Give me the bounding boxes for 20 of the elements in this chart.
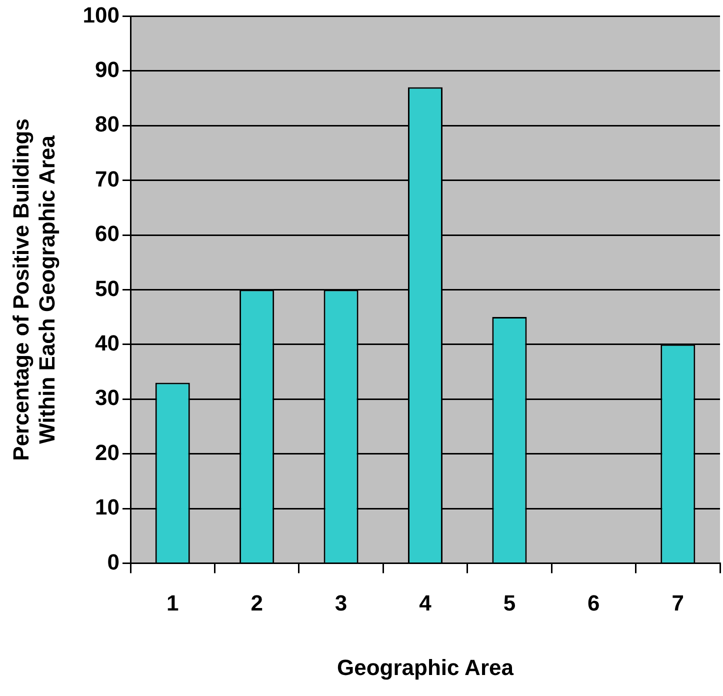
- y-tick-label: 0: [107, 549, 120, 574]
- y-axis-title: Percentage of Positive Buildings Within Each Geographic Area: [8, 118, 60, 461]
- y-tick-label: 90: [95, 56, 120, 82]
- x-tick-label: 5: [503, 590, 516, 616]
- x-tick-label: 4: [419, 590, 432, 616]
- y-tick-label: 60: [95, 221, 120, 246]
- y-tick-label: 70: [95, 166, 120, 192]
- y-tick-label: 40: [95, 330, 120, 356]
- y-tick-label: 80: [95, 112, 120, 137]
- y-tick-label: 30: [95, 385, 120, 410]
- y-tick-label: 20: [95, 440, 120, 465]
- x-tick-label: 6: [588, 590, 600, 616]
- x-tick-label: 3: [334, 590, 348, 616]
- x-tick-label: 2: [250, 590, 263, 616]
- y-tick-label: 100: [82, 2, 120, 28]
- x-tick-label: 7: [672, 590, 684, 616]
- y-tick-label: 50: [95, 276, 120, 301]
- x-tick-label: 1: [166, 590, 179, 616]
- x-axis-title: Geographic Area: [337, 654, 514, 680]
- y-tick-label: 10: [95, 494, 120, 520]
